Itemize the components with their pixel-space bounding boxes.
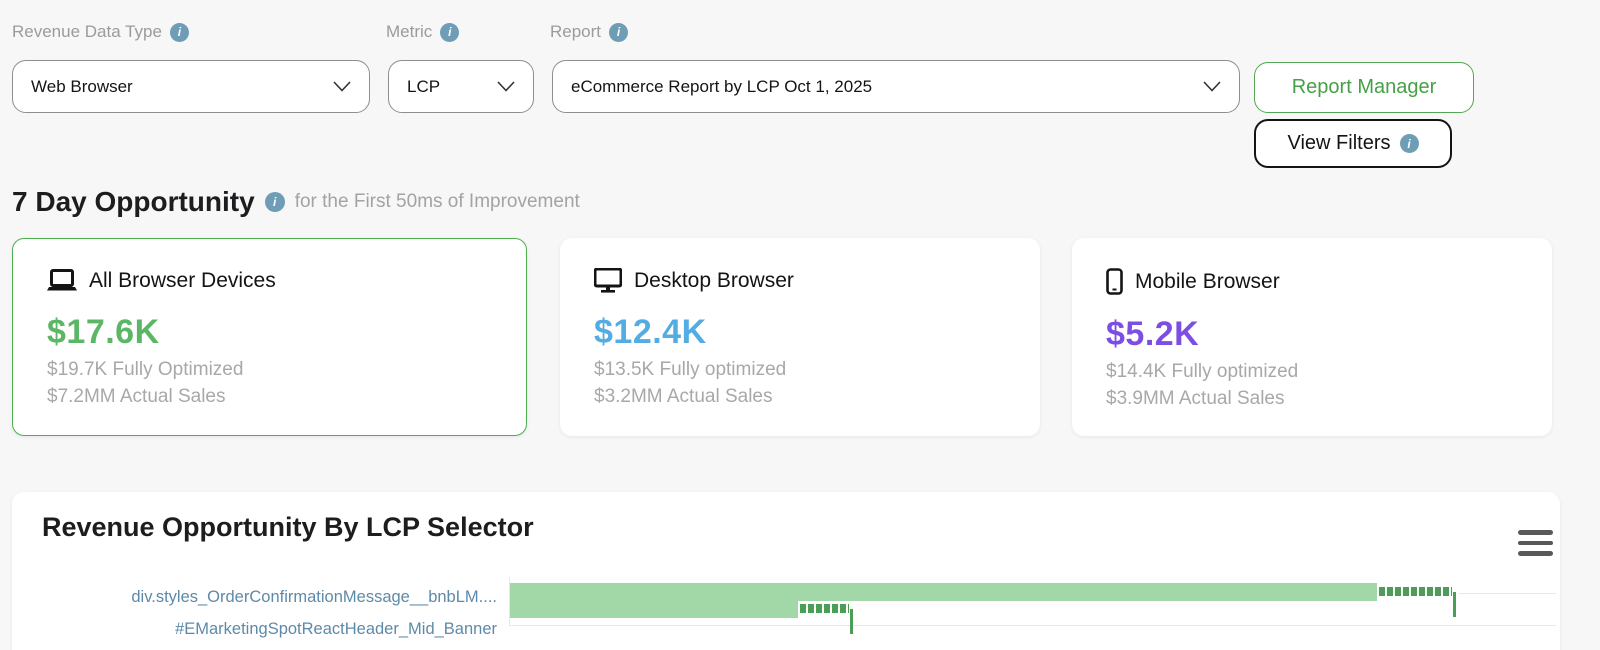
kpi-card-title: All Browser Devices — [89, 269, 276, 292]
chart-row-label[interactable]: #EMarketingSpotReactHeader_Mid_Banner — [175, 620, 497, 638]
view-filters-button[interactable]: View Filters i — [1254, 119, 1452, 168]
kpi-card-all-browser-devices[interactable]: All Browser Devices $17.6K $19.7K Fully … — [12, 238, 527, 436]
kpi-amount: $5.2K — [1106, 315, 1200, 353]
kpi-fully-optimized: $14.4K Fully optimized — [1106, 361, 1299, 382]
chart-row-label[interactable]: div.styles_OrderConfirmationMessage__bnb… — [131, 588, 497, 606]
kpi-amount: $12.4K — [594, 313, 707, 351]
kpi-fully-optimized: $19.7K Fully Optimized — [47, 359, 244, 380]
kpi-actual-sales: $7.2MM Actual Sales — [47, 386, 226, 407]
report-select[interactable]: eCommerce Report by LCP Oct 1, 2025 — [552, 60, 1240, 113]
info-icon[interactable]: i — [264, 192, 285, 212]
report-label: Report i — [550, 22, 629, 42]
revenue-opportunity-chart-card: Revenue Opportunity By LCP Selector — [12, 492, 1560, 650]
chevron-down-icon — [1203, 81, 1221, 92]
kpi-actual-sales: $3.2MM Actual Sales — [594, 386, 773, 407]
metric-value: LCP — [407, 76, 441, 96]
opportunity-subtitle: for the First 50ms of Improvement — [294, 191, 580, 212]
metric-label: Metric i — [386, 22, 460, 42]
info-icon[interactable]: i — [440, 22, 460, 42]
report-manager-button[interactable]: Report Manager — [1254, 62, 1474, 113]
laptop-icon — [47, 269, 77, 291]
opportunity-section-header: 7 Day Opportunity i for the First 50ms o… — [12, 186, 580, 218]
info-icon[interactable]: i — [609, 22, 629, 42]
metric-label-text: Metric — [386, 22, 433, 41]
report-manager-button-label: Report Manager — [1291, 76, 1437, 98]
info-icon: i — [1399, 134, 1419, 153]
chart-title: Revenue Opportunity By LCP Selector — [42, 512, 534, 542]
opportunity-bar[interactable] — [510, 600, 798, 618]
revenue-data-type-select[interactable]: Web Browser — [12, 60, 370, 113]
metric-select[interactable]: LCP — [388, 60, 534, 113]
desktop-icon — [594, 268, 622, 293]
opportunity-bar[interactable] — [510, 583, 1377, 601]
chart-menu-icon[interactable] — [1518, 530, 1553, 556]
view-filters-button-label: View Filters — [1287, 132, 1391, 154]
revenue-data-type-label-text: Revenue Data Type — [12, 22, 162, 41]
kpi-card-mobile-browser[interactable]: Mobile Browser $5.2K $14.4K Fully optimi… — [1072, 238, 1552, 436]
revenue-data-type-value: Web Browser — [31, 76, 133, 96]
kpi-card-desktop-browser[interactable]: Desktop Browser $12.4K $13.5K Fully opti… — [560, 238, 1040, 436]
kpi-card-title: Mobile Browser — [1135, 269, 1280, 293]
info-icon[interactable]: i — [169, 22, 189, 42]
report-label-text: Report — [550, 22, 602, 41]
page-title: 7 Day Opportunity — [12, 186, 255, 217]
mobile-icon — [1106, 268, 1123, 295]
chevron-down-icon — [497, 81, 515, 92]
report-value: eCommerce Report by LCP Oct 1, 2025 — [571, 76, 873, 96]
kpi-fully-optimized: $13.5K Fully optimized — [594, 359, 787, 380]
kpi-card-title: Desktop Browser — [634, 268, 794, 292]
kpi-actual-sales: $3.9MM Actual Sales — [1106, 388, 1285, 409]
revenue-data-type-label: Revenue Data Type i — [12, 22, 189, 42]
chevron-down-icon — [333, 81, 351, 92]
kpi-amount: $17.6K — [47, 313, 160, 351]
